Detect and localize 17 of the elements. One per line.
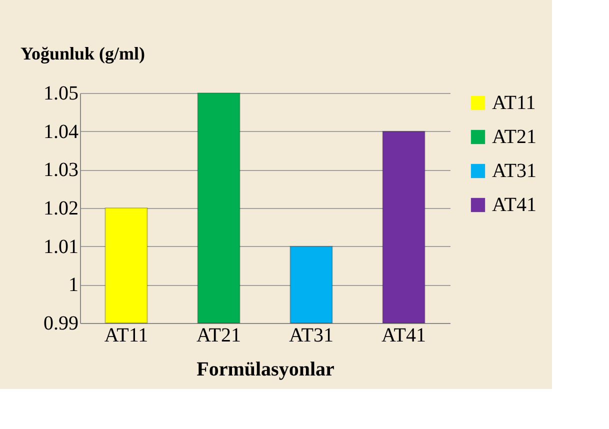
y-tick-label: 1.05 <box>44 82 78 104</box>
legend-label: AT41 <box>492 194 536 216</box>
y-tick-label: 1 <box>68 274 78 296</box>
y-tick-label: 1.02 <box>44 198 78 220</box>
x-tick-label: AT31 <box>289 324 334 346</box>
y-tick-label: 1.01 <box>44 236 78 258</box>
x-tick-label: AT21 <box>196 324 241 346</box>
x-axis-title: Formülasyonlar <box>196 358 335 380</box>
legend-label: AT21 <box>492 126 536 148</box>
legend-label: AT31 <box>492 160 536 182</box>
y-tick-label: 0.99 <box>44 312 78 334</box>
y-axis-title: Yoğunluk (g/ml) <box>20 44 146 64</box>
x-tick-label: AT41 <box>382 324 426 346</box>
y-tick-label: 1.03 <box>44 159 78 182</box>
y-tick-label: 1.04 <box>44 120 78 143</box>
legend-label: AT11 <box>492 92 536 114</box>
x-tick-label: AT11 <box>104 324 148 346</box>
